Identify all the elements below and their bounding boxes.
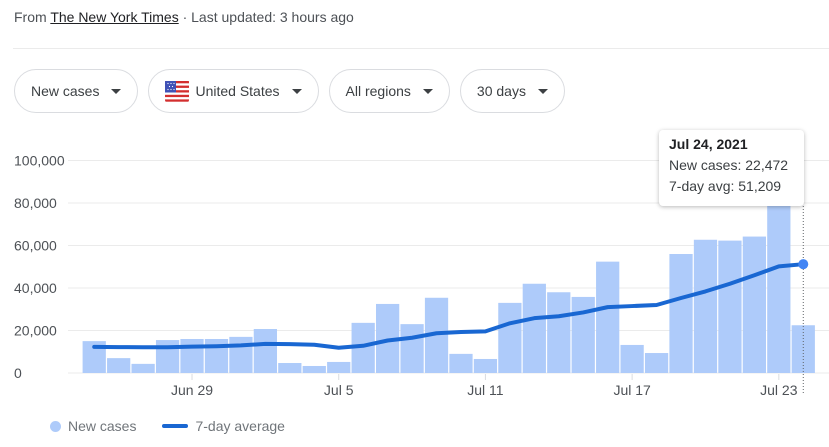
x-tick-label: Jul 17 [613,382,651,398]
bar-jul-1 [229,336,253,373]
y-tick-label: 0 [14,365,22,381]
bar-jul-3 [278,363,302,373]
bar-jun-27 [131,363,155,373]
filter-bar: New cases United States All regions 30 d… [14,69,565,113]
chart-tooltip: Jul 24, 2021 New cases: 22,472 7-day avg… [659,130,804,206]
source-prefix: From [14,9,51,25]
bar-jul-15 [571,296,595,373]
bar-jul-22 [742,236,766,373]
tooltip-new-cases: New cases: 22,472 [669,157,789,173]
bar-legend-swatch-icon [50,420,61,432]
metric-dropdown[interactable]: New cases [14,69,139,113]
caret-down-icon [291,88,302,94]
publisher-link[interactable]: The New York Times [50,9,179,25]
legend-new-cases: New cases [68,418,137,434]
bar-jul-11 [473,358,498,373]
cases-chart[interactable]: 0 20,000 40,000 60,000 80,000 100,000 Jun 29 Ju… [0,120,829,410]
bar-jul-12 [498,302,522,373]
bar-jul-24 [791,325,815,373]
line-legend-swatch-icon [162,424,189,428]
bar-jul-7 [376,303,400,373]
x-tick-label: Jul 11 [467,382,504,398]
chart-legend: New cases 7-day average [50,418,285,434]
bar-jun-29 [180,339,204,373]
range-dropdown[interactable]: 30 days [459,69,565,113]
bar-jun-28 [155,340,180,373]
us-flag-icon [165,79,190,103]
range-label: 30 days [476,83,526,99]
caret-down-icon [422,88,433,94]
bar-jul-20 [693,239,718,373]
region-label: All regions [345,83,411,99]
bar-jul-10 [449,353,473,373]
seven-day-average-line [92,262,806,350]
caret-down-icon [537,88,548,94]
source-attribution: From The New York Times · Last updated: … [14,9,354,25]
highlight-point [798,259,809,270]
country-label: United States [195,83,280,99]
tooltip-date: Jul 24, 2021 [669,136,748,152]
bar-jul-21 [718,240,742,373]
bar-jul-18 [644,353,669,373]
bar-jul-17 [620,344,644,373]
y-tick-label: 60,000 [14,238,57,254]
bar-jul-2 [253,329,277,373]
bar-jul-14 [547,292,571,373]
tooltip-avg: 7-day avg: 51,209 [669,178,782,194]
y-tick-label: 40,000 [14,280,57,296]
bar-jul-8 [400,324,424,373]
caret-down-icon [111,88,122,94]
bar-jul-6 [351,322,375,373]
x-tick-label: Jul 5 [324,382,354,398]
y-tick-label: 100,000 [14,153,65,169]
bar-jul-5 [327,361,351,373]
bar-jul-13 [522,283,546,373]
y-tick-label: 80,000 [14,195,57,211]
bar-jun-26 [107,358,131,373]
x-tick-label: Jun 29 [171,382,213,398]
bar-jun-25 [82,341,106,373]
y-tick-label: 20,000 [14,323,57,339]
bar-jul-9 [424,297,449,373]
bar-jul-23 [767,198,791,373]
metric-label: New cases [31,83,100,99]
legend-7day-average: 7-day average [195,418,285,434]
last-updated: · Last updated: 3 hours ago [178,9,354,25]
x-tick-label: Jul 23 [760,382,798,398]
bar-jul-19 [669,254,693,373]
country-dropdown[interactable]: United States [148,69,319,113]
bar-jul-16 [596,261,620,373]
divider [13,48,829,49]
region-dropdown[interactable]: All regions [328,69,450,113]
bar-jul-4 [302,365,326,373]
